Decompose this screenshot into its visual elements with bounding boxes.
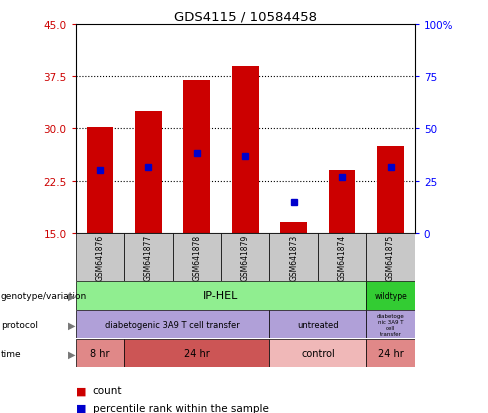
FancyBboxPatch shape (221, 233, 269, 281)
Bar (135, 112, 162, 233)
Bar (329, 171, 355, 233)
Text: ▶: ▶ (68, 320, 76, 330)
FancyBboxPatch shape (366, 233, 415, 281)
Text: GSM641876: GSM641876 (95, 234, 104, 280)
FancyBboxPatch shape (76, 339, 124, 368)
FancyBboxPatch shape (269, 233, 318, 281)
Text: ■: ■ (76, 385, 86, 395)
Text: genotype/variation: genotype/variation (1, 291, 87, 300)
Bar (232, 66, 259, 233)
Text: ■: ■ (76, 403, 86, 413)
Text: GSM641875: GSM641875 (386, 234, 395, 280)
Text: IP-HEL: IP-HEL (203, 291, 239, 301)
FancyBboxPatch shape (366, 282, 415, 310)
Bar (86, 128, 113, 233)
Text: time: time (1, 349, 21, 358)
Title: GDS4115 / 10584458: GDS4115 / 10584458 (174, 11, 317, 24)
FancyBboxPatch shape (269, 339, 366, 368)
FancyBboxPatch shape (76, 233, 124, 281)
FancyBboxPatch shape (124, 339, 269, 368)
Text: protocol: protocol (1, 320, 38, 329)
FancyBboxPatch shape (318, 233, 366, 281)
FancyBboxPatch shape (76, 311, 269, 339)
Text: wildtype: wildtype (374, 292, 407, 301)
Text: 24 hr: 24 hr (184, 349, 210, 358)
Text: untreated: untreated (297, 320, 339, 329)
Text: control: control (301, 349, 335, 358)
Text: diabetoge
nic 3A9 T
cell
transfer: diabetoge nic 3A9 T cell transfer (377, 313, 405, 336)
Bar (377, 147, 404, 233)
Text: percentile rank within the sample: percentile rank within the sample (93, 403, 268, 413)
FancyBboxPatch shape (366, 339, 415, 368)
Text: 24 hr: 24 hr (378, 349, 404, 358)
FancyBboxPatch shape (173, 233, 221, 281)
Text: diabetogenic 3A9 T cell transfer: diabetogenic 3A9 T cell transfer (105, 320, 240, 329)
Bar (183, 81, 210, 233)
FancyBboxPatch shape (366, 311, 415, 339)
Text: count: count (93, 385, 122, 395)
FancyBboxPatch shape (76, 282, 366, 310)
Text: GSM641877: GSM641877 (144, 234, 153, 280)
Text: ▶: ▶ (68, 349, 76, 358)
FancyBboxPatch shape (269, 311, 366, 339)
Text: GSM641873: GSM641873 (289, 234, 298, 280)
Text: 8 hr: 8 hr (90, 349, 110, 358)
Text: ▶: ▶ (68, 291, 76, 301)
Text: GSM641878: GSM641878 (192, 234, 201, 280)
Text: GSM641879: GSM641879 (241, 234, 250, 280)
Text: GSM641874: GSM641874 (338, 234, 346, 280)
FancyBboxPatch shape (124, 233, 173, 281)
Bar (280, 223, 307, 233)
